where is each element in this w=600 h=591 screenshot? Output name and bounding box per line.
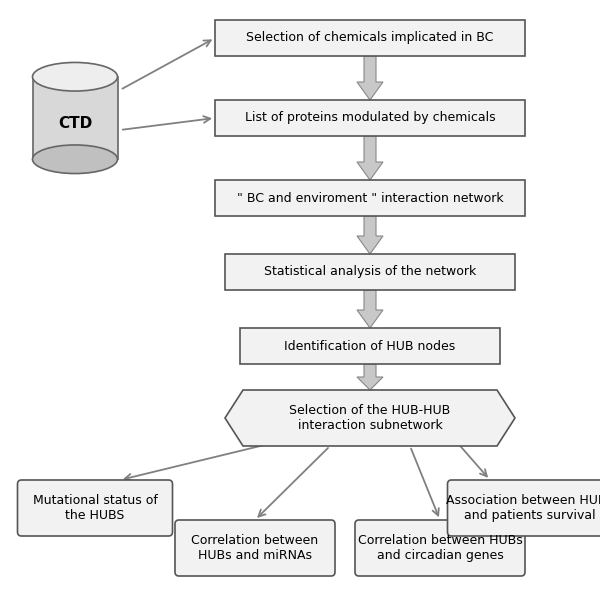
Ellipse shape [32, 145, 118, 174]
FancyBboxPatch shape [448, 480, 600, 536]
Ellipse shape [32, 63, 118, 91]
Text: " BC and enviroment " interaction network: " BC and enviroment " interaction networ… [236, 191, 503, 204]
FancyBboxPatch shape [225, 254, 515, 290]
Text: Statistical analysis of the network: Statistical analysis of the network [264, 265, 476, 278]
Text: CTD: CTD [58, 115, 92, 131]
Text: List of proteins modulated by chemicals: List of proteins modulated by chemicals [245, 112, 496, 125]
Text: Association between HUBs
and patients survival: Association between HUBs and patients su… [446, 494, 600, 522]
Text: Mutational status of
the HUBS: Mutational status of the HUBS [32, 494, 157, 522]
FancyBboxPatch shape [17, 480, 173, 536]
Text: Correlation between HUBs
and circadian genes: Correlation between HUBs and circadian g… [358, 534, 523, 562]
Text: Identification of HUB nodes: Identification of HUB nodes [284, 339, 455, 352]
FancyBboxPatch shape [32, 77, 118, 159]
Polygon shape [357, 216, 383, 254]
Polygon shape [225, 390, 515, 446]
FancyBboxPatch shape [355, 520, 525, 576]
FancyBboxPatch shape [240, 328, 500, 364]
FancyBboxPatch shape [175, 520, 335, 576]
Polygon shape [357, 136, 383, 180]
FancyBboxPatch shape [215, 20, 525, 56]
Text: Selection of chemicals implicated in BC: Selection of chemicals implicated in BC [247, 31, 494, 44]
FancyBboxPatch shape [215, 100, 525, 136]
Polygon shape [357, 56, 383, 100]
Text: Correlation between
HUBs and miRNAs: Correlation between HUBs and miRNAs [191, 534, 319, 562]
Text: Selection of the HUB-HUB
interaction subnetwork: Selection of the HUB-HUB interaction sub… [289, 404, 451, 432]
FancyBboxPatch shape [215, 180, 525, 216]
Polygon shape [357, 290, 383, 328]
Polygon shape [357, 364, 383, 390]
